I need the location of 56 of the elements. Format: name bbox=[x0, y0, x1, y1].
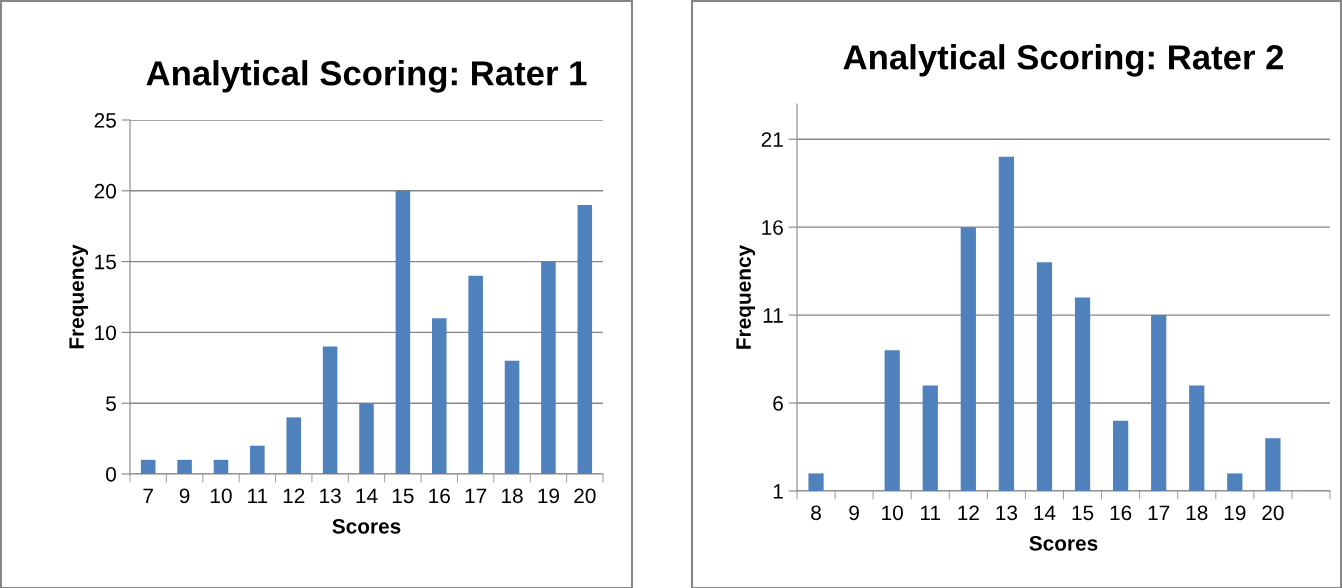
x-tick-label: 12 bbox=[958, 505, 979, 520]
x-tick-label: 11 bbox=[248, 488, 268, 503]
bar bbox=[504, 360, 520, 474]
x-tick-label: 15 bbox=[392, 488, 414, 504]
x-tick-label: 14 bbox=[356, 488, 378, 503]
y-axis-title: Frequency bbox=[69, 244, 89, 349]
y-tick-label: 6 bbox=[773, 396, 783, 411]
y-tick-label: 11 bbox=[763, 308, 783, 323]
x-tick-label: 7 bbox=[143, 488, 153, 503]
x-tick-label: 13 bbox=[996, 505, 1018, 521]
y-tick-label: 20 bbox=[94, 183, 116, 199]
x-tick-label: 19 bbox=[1224, 505, 1246, 521]
x-tick-label: 19 bbox=[538, 488, 560, 504]
bar bbox=[395, 190, 411, 474]
x-tick-label: 15 bbox=[1072, 505, 1094, 521]
x-tick-label: 20 bbox=[1262, 505, 1284, 521]
x-tick-label: 17 bbox=[465, 488, 487, 503]
x-tick-label: 12 bbox=[283, 488, 305, 503]
bar bbox=[177, 459, 192, 474]
y-tick-label: 5 bbox=[106, 396, 116, 411]
x-tick-label: 11 bbox=[921, 505, 941, 520]
x-tick-label: 17 bbox=[1148, 505, 1170, 520]
x-tick-label: 20 bbox=[574, 488, 596, 504]
y-tick-label: 1 bbox=[773, 484, 783, 499]
y-tick-label: 0 bbox=[106, 467, 116, 482]
x-tick-label: 16 bbox=[1110, 505, 1132, 521]
x-tick-label: 10 bbox=[882, 505, 903, 521]
bar bbox=[468, 275, 483, 474]
x-tick-label: 14 bbox=[1034, 505, 1056, 520]
bar bbox=[359, 403, 374, 474]
y-tick-label: 16 bbox=[762, 220, 783, 235]
bar bbox=[577, 204, 593, 474]
bar bbox=[213, 459, 229, 474]
bar bbox=[541, 261, 556, 474]
x-tick-label: 9 bbox=[849, 505, 859, 521]
y-axis-title: Frequency bbox=[736, 244, 756, 349]
x-tick-label: 18 bbox=[1186, 505, 1208, 521]
x-axis-title: Scores bbox=[1029, 535, 1098, 551]
x-tick-label: 16 bbox=[429, 488, 450, 504]
x-tick-label: 10 bbox=[210, 488, 232, 504]
x-tick-label: 9 bbox=[179, 488, 190, 504]
y-tick-label: 15 bbox=[95, 254, 116, 270]
x-tick-label: 18 bbox=[502, 488, 523, 504]
x-axis-title: Scores bbox=[332, 518, 401, 534]
bar bbox=[286, 417, 302, 474]
chart-title: Analytical Scoring: Rater 1 bbox=[146, 60, 587, 93]
chart-title: Analytical Scoring: Rater 2 bbox=[843, 44, 1284, 77]
bar bbox=[140, 459, 156, 474]
x-tick-label: 8 bbox=[811, 505, 821, 521]
y-tick-label: 10 bbox=[95, 325, 116, 341]
y-tick-label: 25 bbox=[94, 113, 116, 128]
bar bbox=[322, 346, 338, 474]
bar bbox=[431, 318, 447, 474]
y-tick-label: 21 bbox=[761, 132, 783, 147]
bar bbox=[250, 445, 265, 474]
x-tick-label: 13 bbox=[320, 488, 341, 504]
